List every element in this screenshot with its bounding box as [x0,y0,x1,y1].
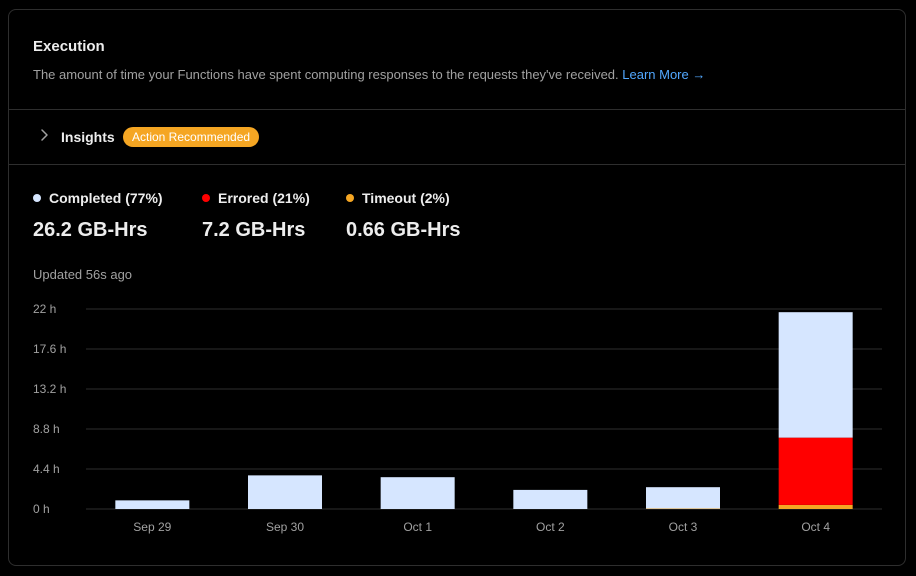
stat-timeout-value: 0.66 GB-Hrs [346,219,461,241]
bar-completed [115,500,190,509]
action-recommended-badge: Action Recommended [123,127,260,147]
x-tick-label: Oct 2 [536,520,565,534]
stat-completed-value: 26.2 GB-Hrs [33,219,148,241]
y-tick-label: 22 h [33,302,56,316]
bar-errored [778,437,853,505]
learn-more-link[interactable]: Learn More → [622,67,706,82]
stat-errored-value: 7.2 GB-Hrs [202,219,306,241]
stat-timeout-label: Timeout (2%) [362,190,450,206]
timeout-dot-icon [346,194,354,202]
updated-text: Updated 56s ago [33,267,133,282]
description-text: The amount of time your Functions have s… [33,67,619,82]
y-tick-label: 13.2 h [33,382,66,396]
x-tick-label: Oct 3 [669,520,698,534]
y-tick-label: 0 h [33,502,50,516]
x-tick-label: Sep 29 [133,520,171,534]
chevron-right-icon[interactable] [37,128,51,142]
y-tick-label: 8.8 h [33,422,60,436]
execution-bar-chart: 0 h 4.4 h 8.8 h 13.2 h 17.6 h 22 h Sep 29 Sep 3… [33,302,882,534]
insights-label: Insights [61,129,115,145]
execution-card: Execution The amount of time your Functi… [8,9,906,566]
x-tick-label: Oct 1 [403,520,432,534]
x-tick-label: Oct 4 [801,520,830,534]
completed-dot-icon [33,194,41,202]
stat-errored: Errored (21%) 7.2 GB-Hrs [202,190,310,242]
insights-row[interactable]: Insights Action Recommended [9,110,905,165]
card-description: The amount of time your Functions have s… [33,67,705,82]
card-title: Execution [33,38,105,55]
bar-completed [380,477,455,509]
y-tick-label: 17.6 h [33,342,66,356]
stat-completed-label: Completed (77%) [49,190,163,206]
x-tick-label: Sep 30 [266,520,304,534]
bar-completed [778,312,853,438]
bar-completed [248,475,322,509]
y-tick-label: 4.4 h [33,462,60,476]
stat-completed: Completed (77%) 26.2 GB-Hrs [33,190,163,242]
bar-completed [646,487,720,509]
bar-timeout [778,504,853,509]
stat-errored-label: Errored (21%) [218,190,310,206]
errored-dot-icon [202,194,210,202]
stat-timeout: Timeout (2%) 0.66 GB-Hrs [346,190,461,242]
bar-completed [513,489,588,509]
card-header: Execution The amount of time your Functi… [9,10,905,110]
